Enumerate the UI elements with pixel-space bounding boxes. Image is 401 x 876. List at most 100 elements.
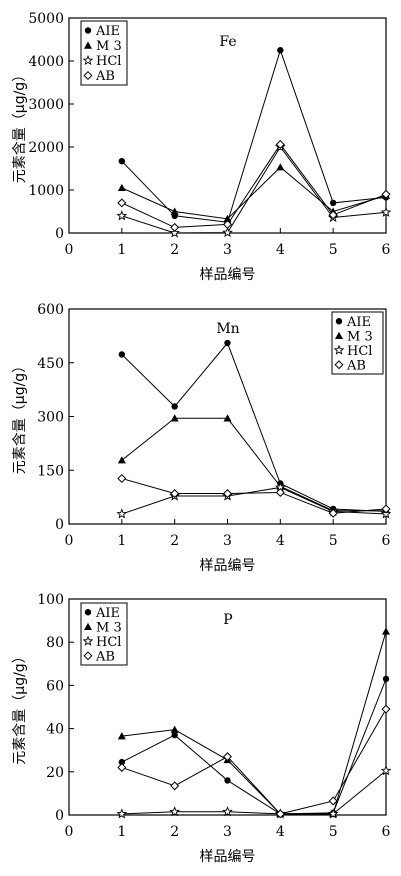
data-point-aie [171,731,178,739]
x-axis-label: 样品编号 [200,267,256,283]
data-point-ab [170,489,180,499]
y-tick-label: 4000 [28,54,64,70]
data-point-hcl [169,227,181,238]
series-line-ab [121,708,387,815]
y-tick-label: 100 [37,592,64,608]
x-tick-label: 0 [65,242,74,258]
data-point-ab [275,139,285,149]
legend-label: HCl [96,635,121,650]
legend-marker [335,318,343,325]
data-point-ab [222,752,233,762]
data-point-aie [118,351,126,358]
data-point-aie [171,403,178,410]
data-point-m3 [170,725,179,733]
series-line-hcl [121,486,387,515]
y-tick-label: 3000 [28,97,64,113]
legend-marker [84,41,92,49]
y-tick-label: 0 [55,517,64,533]
element-label: P [223,612,232,628]
y-tick-label: 80 [46,635,64,651]
x-tick-label: 1 [117,824,126,840]
x-tick-label: 4 [276,824,285,840]
data-point-ab [381,704,391,714]
data-point-hcl [222,806,233,817]
data-point-hcl [169,806,181,817]
legend-marker [84,27,92,34]
data-point-m3 [117,732,126,740]
y-tick-label: 5000 [28,11,64,27]
data-point-hcl [380,508,392,519]
y-tick-label: 300 [37,410,64,426]
data-point-m3 [223,414,232,422]
legend-label: AB [95,649,115,664]
data-point-ab [117,473,127,483]
y-tick-label: 1000 [28,183,64,199]
x-tick-label: 3 [223,533,232,549]
legend-label: AIE [346,315,371,330]
y-tick-label: 40 [46,722,64,738]
x-tick-label: 5 [329,824,338,840]
y-tick-label: 0 [55,226,64,242]
y-tick-label: 0 [55,808,64,824]
x-tick-label: 1 [117,242,126,258]
x-tick-label: 5 [329,242,338,258]
x-tick-label: 6 [382,824,391,840]
x-tick-label: 2 [170,824,179,840]
data-point-aie [329,199,337,207]
legend-marker [82,54,94,66]
legend-label: HCl [347,344,372,359]
legend-marker [334,360,344,370]
data-point-hcl [327,808,339,819]
y-tick-label: 600 [37,302,64,318]
series-line-ab [121,143,387,228]
x-tick-label: 4 [276,533,285,549]
series-line-ab [121,478,387,514]
y-axis-label: 元素含量（μg/g） [12,68,28,183]
legend-marker [84,622,92,630]
data-point-ab [222,219,233,229]
legend-label: HCl [96,54,121,69]
series-line-m3 [121,417,386,512]
data-point-ab [381,504,391,514]
data-point-m3 [382,627,390,635]
legend-marker [82,635,94,646]
data-point-ab [170,222,180,232]
data-point-m3 [170,207,179,215]
data-point-aie [118,758,126,766]
data-point-hcl [116,210,128,221]
y-tick-label: 60 [46,678,64,694]
data-point-aie [277,47,284,54]
x-axis-label: 样品编号 [200,558,256,574]
data-point-m3 [117,456,126,464]
x-tick-label: 4 [276,242,285,258]
data-point-m3 [117,183,126,192]
y-axis-label: 元素含量（μg/g） [12,649,28,764]
y-tick-label: 2000 [28,140,64,156]
data-point-hcl [380,765,392,776]
y-tick-label: 150 [37,463,64,479]
series-line-aie [121,342,387,512]
x-tick-label: 6 [382,242,391,258]
data-point-ab [222,489,233,499]
y-tick-label: 20 [46,765,64,781]
series-line-hcl [121,146,387,234]
data-point-hcl [380,206,392,217]
x-axis-label: 样品编号 [200,849,256,865]
data-point-ab [275,487,285,497]
x-tick-label: 5 [329,533,338,549]
legend-label: M 3 [96,39,122,54]
data-point-aie [224,339,231,347]
element-label: Fe [219,34,236,50]
data-point-ab [117,762,127,772]
data-point-ab [275,809,285,819]
x-tick-label: 3 [223,824,232,840]
legend-label: AIE [95,606,120,621]
chart-panel-2: 0 150 300 450 600 0 1 2 3 4 5 6 样品编号 元素含量（μg/g） Mn AIEM… [12,302,392,574]
x-tick-label: 1 [117,533,126,549]
y-tick-label: 450 [37,356,64,372]
chart-panel-1: 0 1000 2000 3000 4000 5000 0 1 2 3 4 5 6 样品编号 元素含量（μg/… [12,11,392,283]
